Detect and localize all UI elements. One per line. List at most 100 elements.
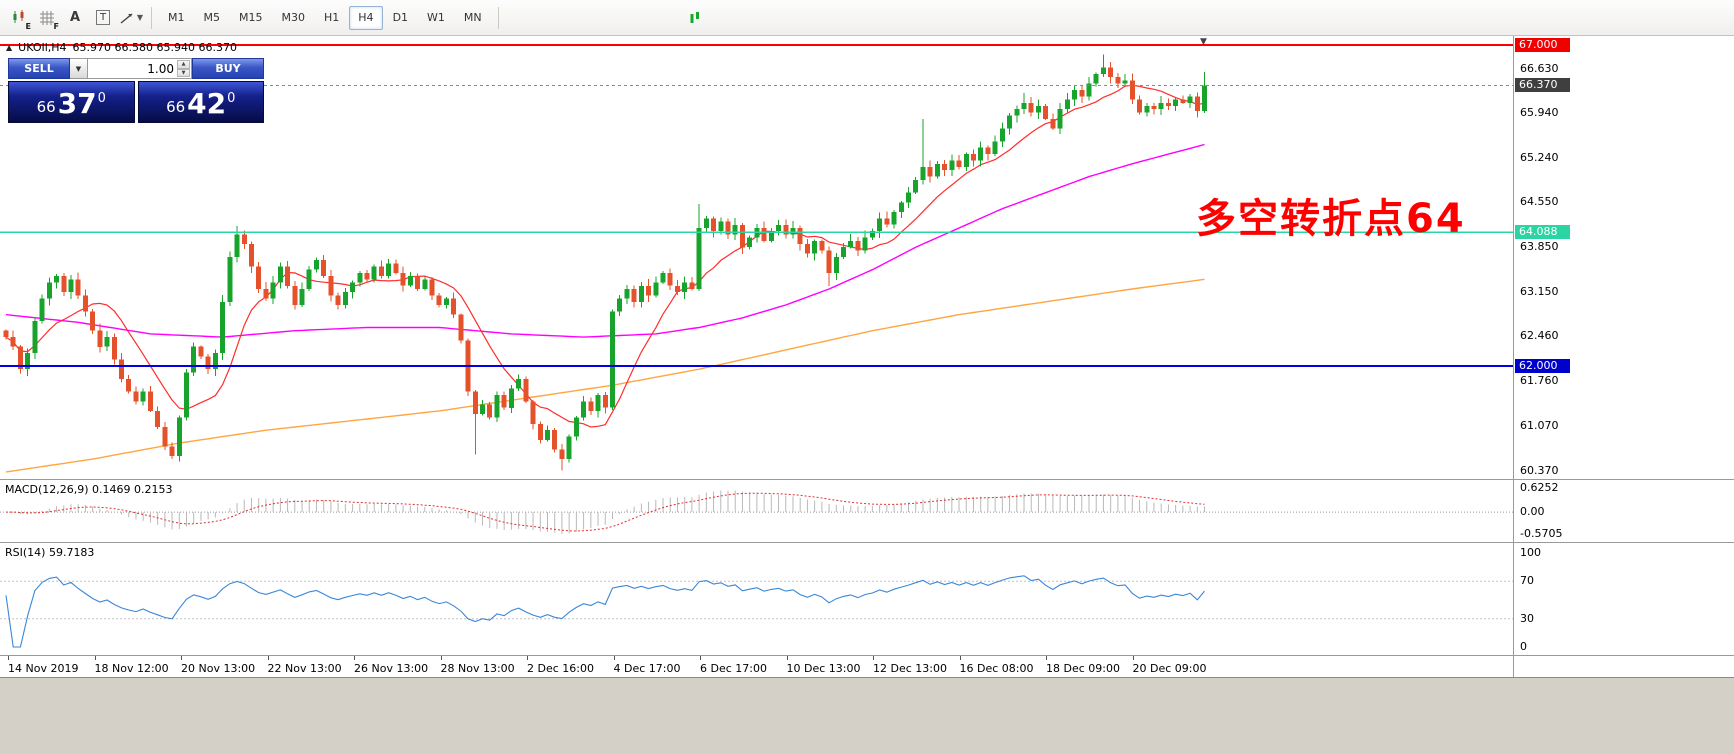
time-tick (8, 656, 9, 660)
time-axis-label: 12 Dec 13:00 (873, 662, 947, 675)
toolbar-separator (497, 6, 499, 29)
chevron-down-icon: ▼ (75, 64, 82, 73)
text-label-button[interactable]: A (69, 10, 81, 25)
toolbar-separator (151, 6, 152, 29)
time-axis-label: 18 Dec 09:00 (1046, 662, 1120, 675)
timeframe-m30[interactable]: M30 (281, 10, 306, 24)
time-tick (1046, 656, 1047, 660)
collapse-triangle-icon[interactable]: ▲ (6, 43, 13, 52)
time-axis-label: 28 Nov 13:00 (440, 662, 515, 675)
one-click-trading-panel: SELL ▼ 1.00 ▲ ▼ BUY 66 37 0 6 (8, 58, 264, 123)
panel-separator[interactable] (0, 479, 1734, 480)
price-axis-label: 63.850 (1520, 240, 1559, 254)
order-options-dropdown[interactable]: ▼ (70, 58, 88, 79)
icon-subscript: E (25, 21, 31, 31)
chevron-down-icon: ▼ (136, 13, 144, 22)
chart-annotation: 多空转折点64 (1196, 196, 1466, 242)
price-axis-label: 65.940 (1520, 106, 1559, 120)
macd-panel[interactable]: MACD(12,26,9) 0.1469 0.2153 (0, 480, 1513, 542)
time-tick (527, 656, 528, 660)
time-tick (181, 656, 182, 660)
time-axis-label: 20 Dec 09:00 (1132, 662, 1207, 675)
buy-price-display[interactable]: 66 42 0 (137, 81, 264, 123)
price-axis-label: 65.240 (1520, 150, 1559, 164)
time-tick (613, 656, 615, 660)
price-axis-label: 61.760 (1520, 374, 1559, 388)
rsi-axis-label: 70 (1520, 574, 1534, 588)
symbol-period-label: UKOIl,H4 (18, 41, 67, 54)
trendline-glyph (120, 12, 133, 24)
draw-tools-button[interactable]: ▼ (118, 5, 144, 31)
sell-button[interactable]: SELL (8, 58, 70, 79)
time-tick (873, 656, 874, 660)
time-axis-label: 14 Nov 2019 (8, 662, 79, 675)
price-axis-label: 62.460 (1520, 329, 1559, 343)
timeframe-mn[interactable]: MN (463, 10, 482, 24)
buy-button[interactable]: BUY (192, 58, 264, 79)
text-tool-glyph: T (95, 10, 111, 25)
candlestick-glyph (13, 10, 23, 23)
price-axis-label: 60.370 (1520, 463, 1559, 477)
price-level-badge: 64.088 (1515, 224, 1570, 239)
panel-separator[interactable] (0, 542, 1734, 543)
sell-price-sup: 0 (97, 91, 106, 106)
green-bars-glyph (690, 11, 699, 23)
time-axis-label: 20 Nov 13:00 (181, 662, 256, 675)
timeframe-d1[interactable]: D1 (392, 10, 409, 24)
macd-axis-label: -0.5705 (1520, 527, 1563, 540)
macd-label: MACD(12,26,9) 0.1469 0.2153 (5, 483, 173, 496)
timeframe-bar: M1 M5 M15 M30 H1 H4 D1 W1 MN (159, 5, 491, 30)
timeframe-m15[interactable]: M15 (239, 10, 263, 24)
rsi-panel[interactable]: RSI(14) 59.7183 (0, 543, 1513, 655)
time-tick (440, 656, 442, 660)
timeframe-h4[interactable]: H4 (349, 5, 383, 30)
price-axis-label: 64.550 (1520, 195, 1559, 209)
chart-shift-marker-icon[interactable]: ▼ (1200, 37, 1207, 47)
time-tick (354, 656, 355, 660)
volume-increase-button[interactable]: ▲ (177, 60, 190, 69)
grid-tool-icon[interactable]: F (34, 5, 60, 31)
timeframe-m1[interactable]: M1 (168, 10, 185, 24)
text-tool-button[interactable]: T (90, 5, 116, 31)
buy-price-big: 42 (187, 87, 227, 120)
volume-spinner: ▲ ▼ (177, 60, 190, 77)
timeframe-m5[interactable]: M5 (203, 10, 221, 24)
time-axis-label: 6 Dec 17:00 (700, 662, 767, 675)
macd-axis-label: 0.00 (1520, 505, 1545, 519)
macd-axis-label: 0.6252 (1520, 481, 1559, 494)
price-level-badge: 62.000 (1515, 359, 1570, 373)
time-axis[interactable]: 14 Nov 2019 18 Nov 12:00 20 Nov 13:00 22 No… (0, 656, 1734, 677)
time-tick (786, 656, 788, 660)
time-axis-label: 18 Nov 12:00 (94, 662, 169, 675)
candlestick-tool-icon[interactable]: E (6, 5, 32, 31)
volume-value: 1.00 (147, 62, 174, 76)
price-axis-label: 66.630 (1520, 61, 1559, 75)
timeframe-h1[interactable]: H1 (324, 10, 340, 24)
time-tick (94, 656, 96, 660)
time-tick (700, 656, 701, 660)
chart-plot[interactable]: ▲ UKOIl,H4 65.970 66.580 65.940 66.370 ▼… (0, 36, 1513, 479)
rsi-axis-label: 100 (1520, 546, 1541, 559)
volume-decrease-button[interactable]: ▼ (177, 68, 190, 77)
sell-price-display[interactable]: 66 37 0 (8, 81, 135, 123)
price-axis[interactable]: 66.630 65.940 65.240 64.550 63.850 63.150 62.4… (1513, 36, 1734, 677)
rsi-label: RSI(14) 59.7183 (5, 546, 95, 559)
chart-header: ▲ UKOIl,H4 65.970 66.580 65.940 66.370 (6, 41, 237, 54)
current-price-badge: 66.370 (1515, 78, 1570, 93)
time-axis-label: 16 Dec 08:00 (959, 662, 1034, 675)
green-marker-icon[interactable] (682, 5, 708, 31)
timeframe-w1[interactable]: W1 (427, 10, 445, 24)
price-level-badge: 67.000 (1515, 38, 1570, 52)
volume-input[interactable]: 1.00 ▲ ▼ (88, 58, 192, 79)
rsi-axis-label: 30 (1520, 611, 1534, 625)
time-axis-label: 26 Nov 13:00 (354, 662, 429, 675)
toolbar: E F A T ▼ M1 M5 M15 M30 H1 H4 D1 W1 MN (0, 0, 1734, 36)
buy-price-prefix: 66 (166, 98, 186, 116)
time-axis-label: 4 Dec 17:00 (613, 662, 681, 675)
time-axis-label: 22 Nov 13:00 (267, 662, 342, 675)
panel-separator[interactable] (0, 655, 1734, 656)
time-tick (1132, 656, 1134, 660)
icon-subscript: F (53, 21, 59, 31)
time-tick (959, 656, 961, 660)
grid-glyph (40, 10, 54, 25)
